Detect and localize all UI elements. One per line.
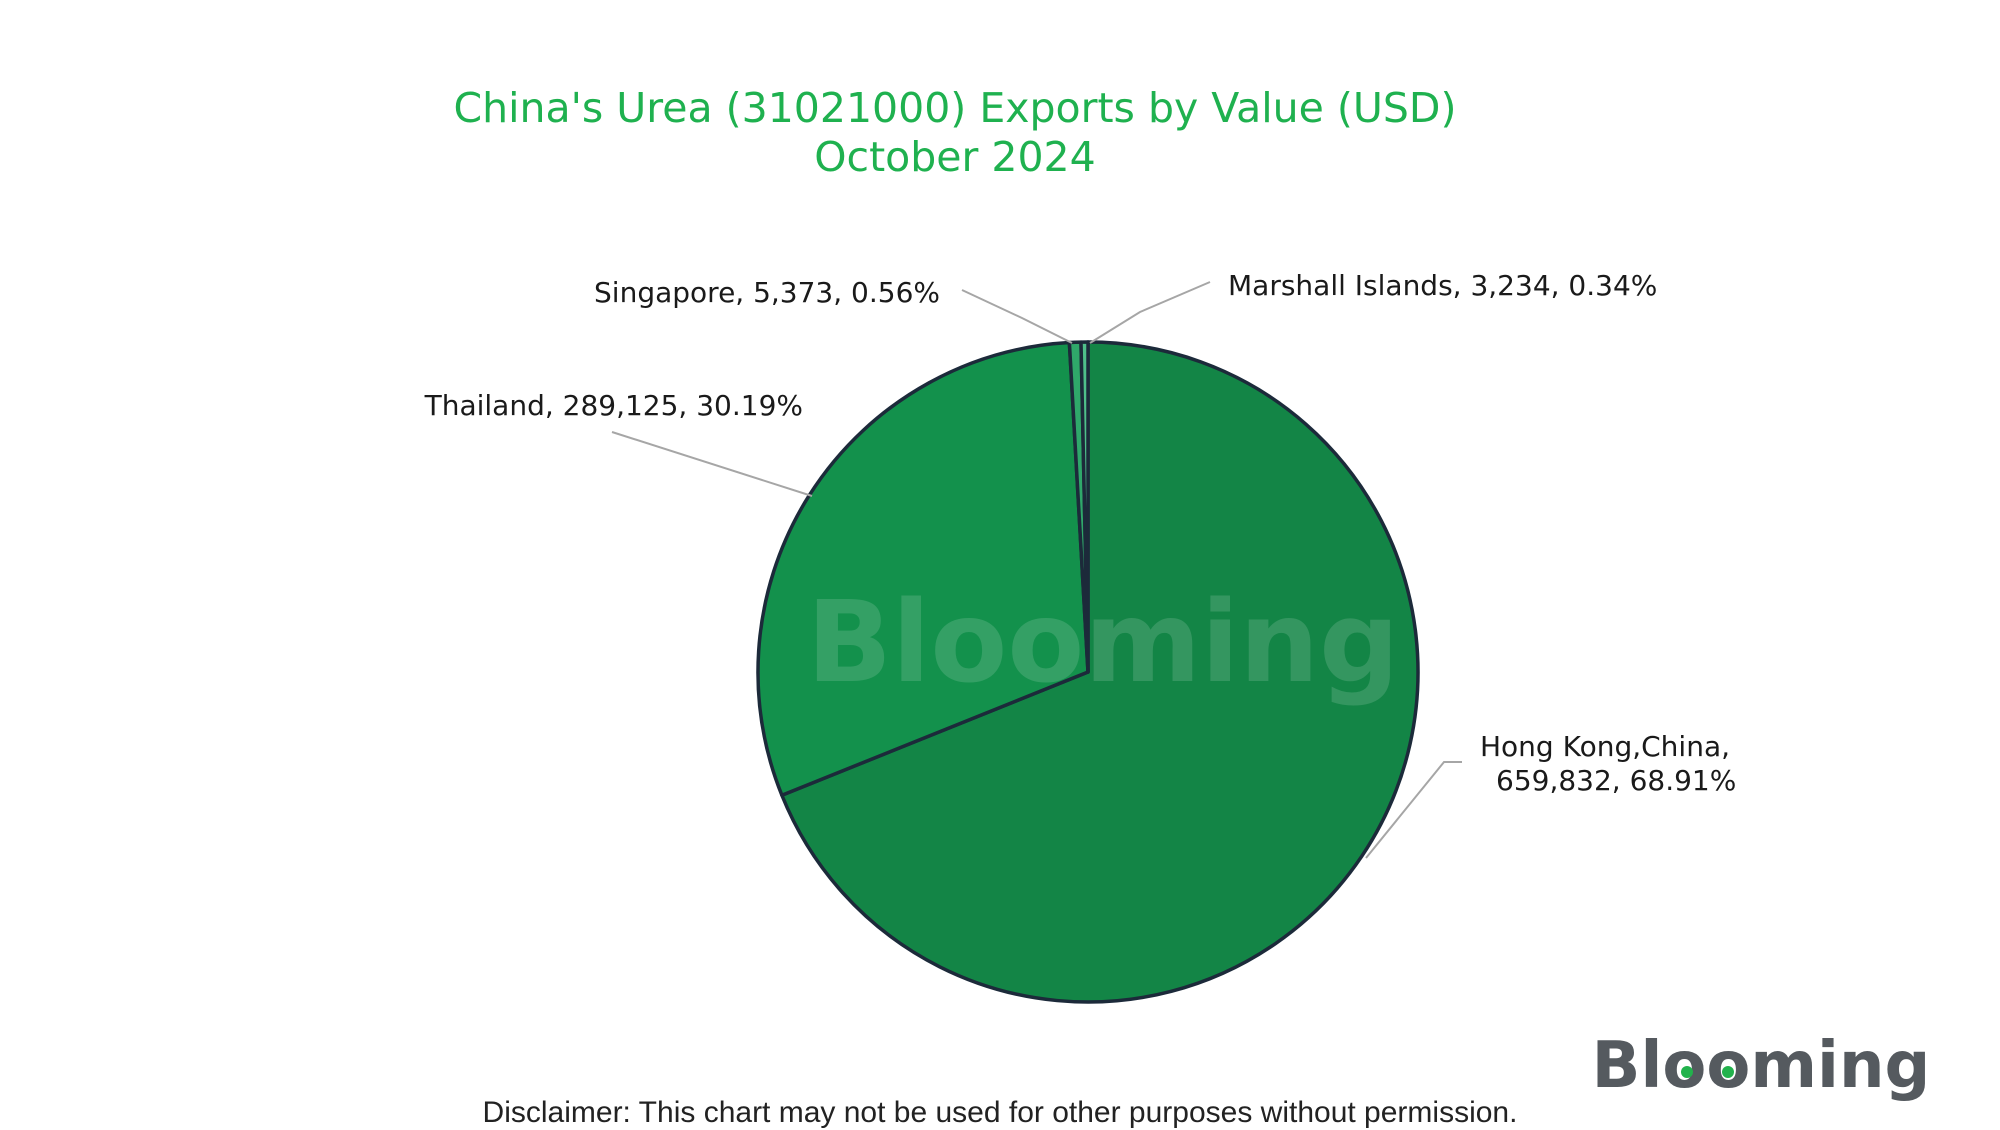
pie-slices bbox=[756, 340, 1420, 1004]
leader-line-singapore bbox=[961, 289, 1073, 344]
logo-wordmark: Blooming bbox=[1592, 1029, 1931, 1103]
leader-lines bbox=[611, 281, 1462, 859]
pie-slice-marshall-islands bbox=[1079, 340, 1090, 674]
slice-label-hong-kong-china-value: 659,832, 68.91% bbox=[1496, 764, 1736, 797]
slice-label-thailand: Thailand, 289,125, 30.19% bbox=[424, 389, 803, 422]
pie-slice-hong-kong-china bbox=[780, 340, 1420, 1004]
watermark-logo: Blooming bbox=[807, 578, 1400, 708]
slice-label-hong-kong-china-name: Hong Kong,China, bbox=[1480, 730, 1730, 763]
slice-label-marshall-islands: Marshall Islands, 3,234, 0.34% bbox=[1228, 269, 1657, 302]
brand-logo: Blooming bbox=[1592, 1029, 1931, 1103]
slice-label-singapore: Singapore, 5,373, 0.56% bbox=[594, 276, 940, 309]
leader-line-thailand bbox=[611, 431, 813, 497]
chart-subtitle: October 2024 bbox=[814, 133, 1095, 181]
leader-line-marshall-islands bbox=[1089, 281, 1211, 344]
logo-eye-icon-left bbox=[1681, 1066, 1693, 1078]
disclaimer-text: Disclaimer: This chart may not be used f… bbox=[482, 1096, 1518, 1129]
leader-line-hong-kong-china bbox=[1365, 761, 1462, 859]
logo-eye-icon-right bbox=[1722, 1066, 1734, 1078]
chart-title: China's Urea (31021000) Exports by Value… bbox=[454, 84, 1457, 132]
slice-labels: Hong Kong,China,659,832, 68.91% Thailand,… bbox=[424, 269, 1737, 797]
